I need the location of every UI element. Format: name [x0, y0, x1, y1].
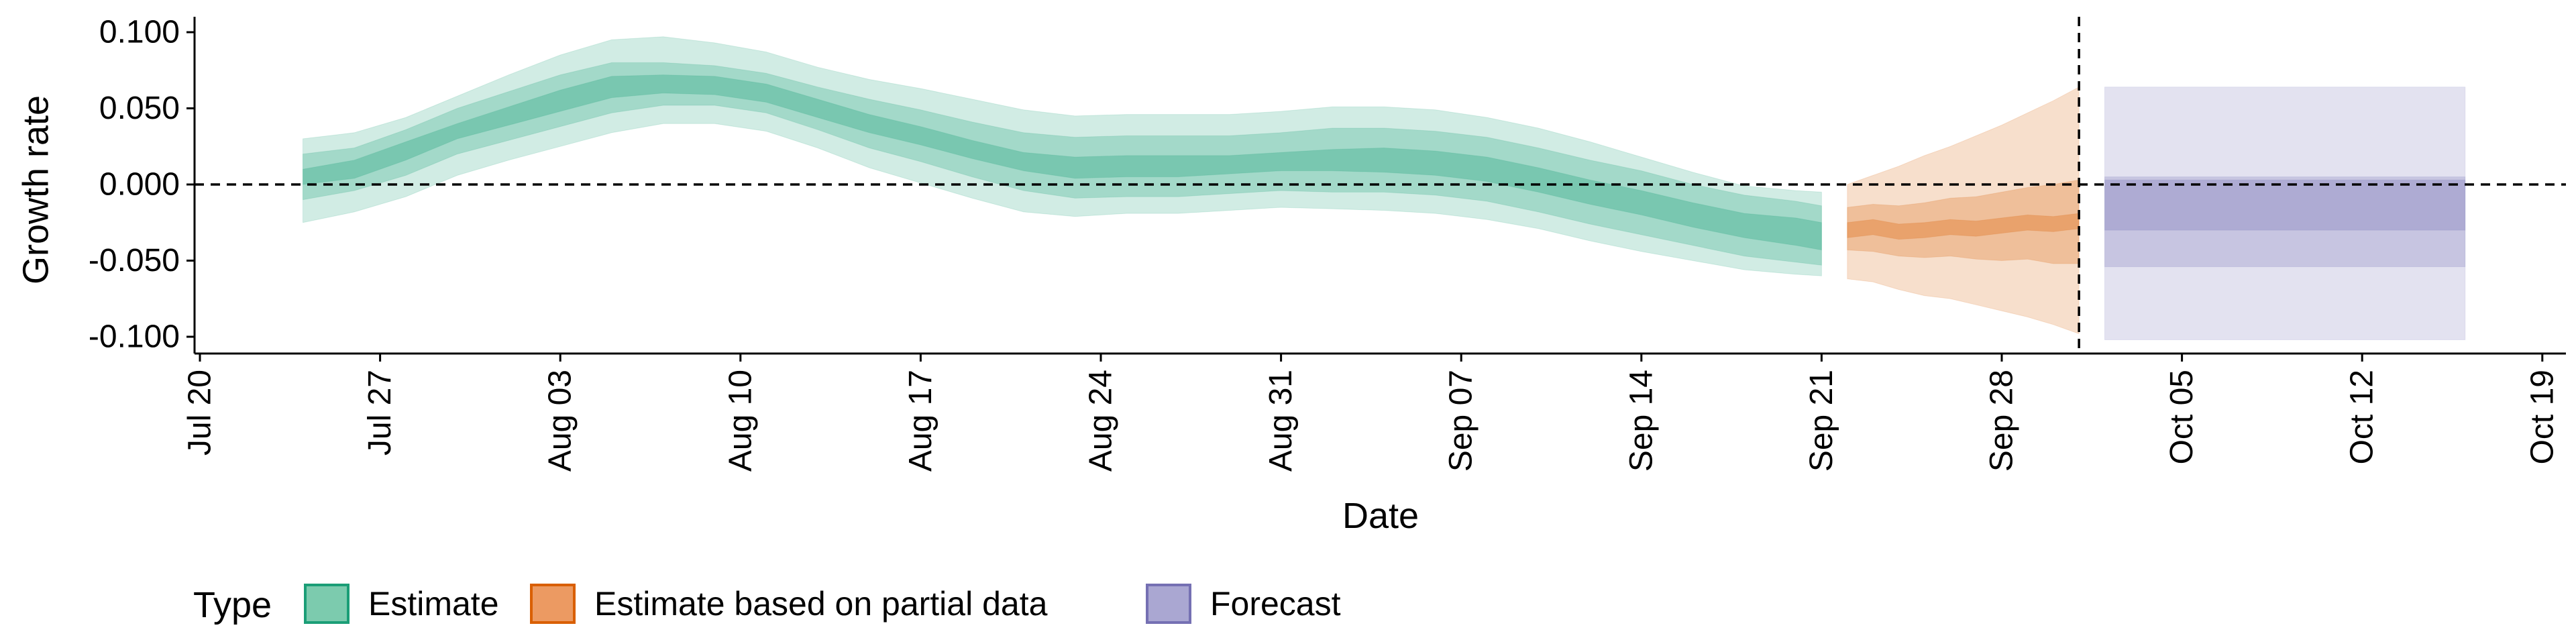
- band-90-0: [303, 36, 1822, 276]
- band-50-0: [303, 62, 1822, 266]
- band-90-2: [2104, 87, 2466, 340]
- x-tick-label: Aug 17: [903, 370, 938, 472]
- band-20-2: [2104, 179, 2466, 231]
- legend-item: Forecast: [1146, 584, 1341, 624]
- series-estimate-based-on-partial-data: [1847, 86, 2080, 335]
- legend-label: Forecast: [1210, 585, 1341, 623]
- y-tick-label: 0.100: [99, 15, 180, 50]
- x-tick-label: Sep 14: [1623, 370, 1659, 472]
- band-20-0: [303, 74, 1822, 251]
- legend-label: Estimate based on partial data: [594, 585, 1048, 623]
- x-tick-label: Jul 27: [362, 370, 398, 455]
- legend-items: Estimate Estimate based on partial data Fo…: [304, 584, 1341, 624]
- band-90-1: [1847, 86, 2080, 335]
- x-tick-label: Sep 21: [1804, 370, 1839, 472]
- y-axis-title: Growth rate: [15, 95, 56, 284]
- y-axis-ticks: 0.100 0.050 0.000 -0.050 -0.100: [89, 15, 195, 355]
- y-tick-label: -0.050: [89, 243, 180, 278]
- legend-key: [530, 584, 576, 624]
- band-50-2: [2104, 176, 2466, 268]
- legend-key: [1146, 584, 1191, 624]
- x-tick-label: Jul 20: [182, 370, 218, 455]
- y-tick-label: 0.000: [99, 167, 180, 203]
- legend-label: Estimate: [368, 585, 499, 623]
- x-tick-label: Aug 24: [1083, 370, 1119, 472]
- legend-item: Estimate based on partial data: [530, 584, 1048, 624]
- x-tick-label: Aug 31: [1263, 370, 1299, 472]
- y-tick-label: -0.100: [89, 319, 180, 355]
- legend-item: Estimate: [304, 584, 499, 624]
- x-tick-label: Sep 07: [1444, 370, 1479, 472]
- x-tick-label: Sep 28: [1984, 370, 2020, 472]
- x-tick-label: Oct 05: [2164, 370, 2200, 464]
- reference-lines: [195, 17, 2566, 354]
- series-estimate: [303, 36, 1822, 276]
- x-tick-label: Aug 10: [722, 370, 758, 472]
- x-axis-ticks: Jul 20 Jul 27 Aug 03 Aug 10 Aug 17 Aug 24 Aug …: [182, 354, 2560, 472]
- y-tick-label: 0.050: [99, 91, 180, 126]
- legend-title: Type: [193, 585, 272, 625]
- legend: Type Estimate Estimate based on partial d…: [193, 584, 1341, 625]
- uncertainty-bands: [303, 36, 2466, 340]
- legend-key: [304, 584, 350, 624]
- x-tick-label: Oct 19: [2524, 370, 2560, 464]
- x-tick-label: Oct 12: [2345, 370, 2380, 464]
- x-tick-label: Aug 03: [543, 370, 578, 472]
- x-axis-title: Date: [1342, 496, 1419, 536]
- series-forecast: [2104, 87, 2466, 340]
